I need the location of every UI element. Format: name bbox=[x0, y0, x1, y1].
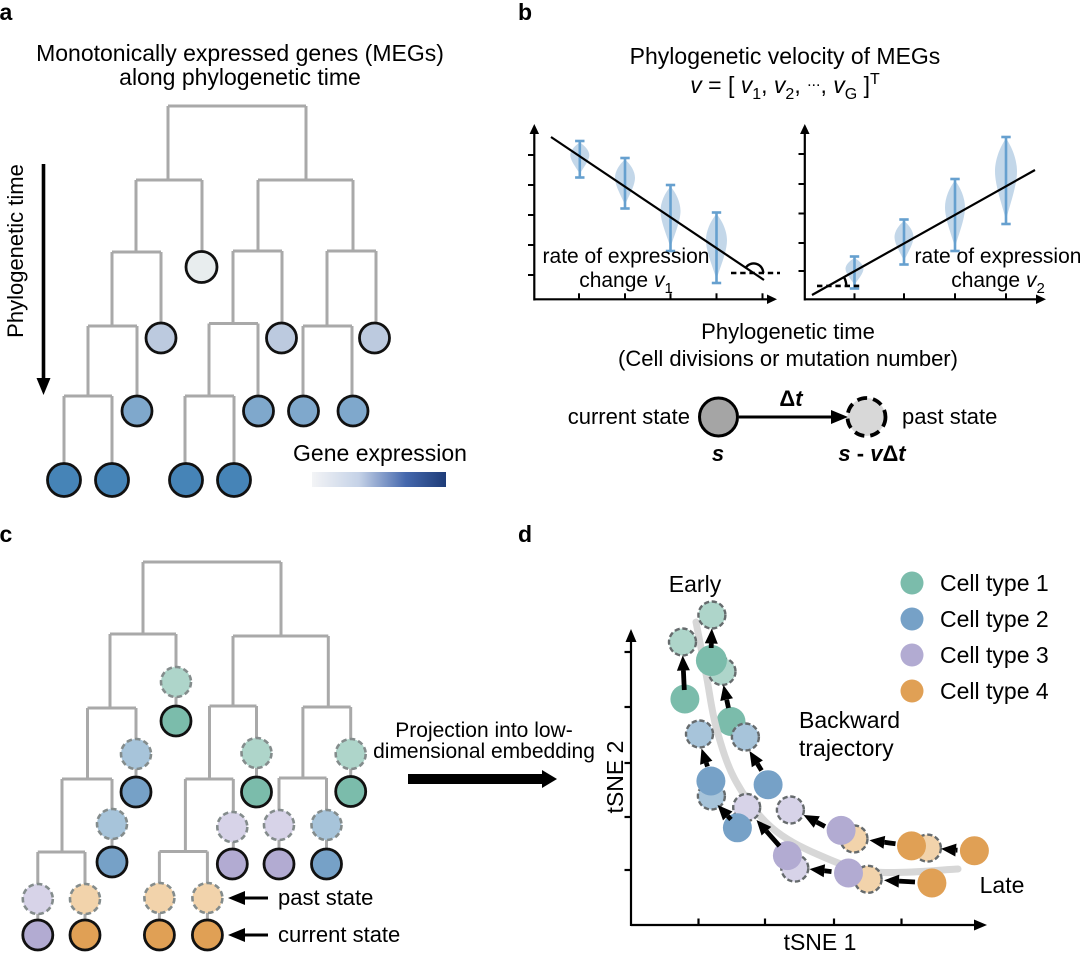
svg-text:dimensional embedding: dimensional embedding bbox=[373, 740, 595, 763]
svg-text:current state: current state bbox=[278, 922, 400, 947]
svg-text:Backward: Backward bbox=[799, 707, 900, 733]
svg-text:Monotonically expressed genes: Monotonically expressed genes (MEGs) bbox=[36, 40, 444, 66]
svg-text:rate of expression: rate of expression bbox=[915, 245, 1080, 268]
svg-text:d: d bbox=[518, 521, 532, 547]
svg-text:Cell type 3: Cell type 3 bbox=[940, 642, 1049, 668]
svg-text:rate of expression: rate of expression bbox=[543, 245, 710, 268]
svg-text:a: a bbox=[0, 0, 13, 25]
svg-text:current state: current state bbox=[568, 404, 690, 429]
svg-text:past state: past state bbox=[278, 885, 373, 910]
svg-text:b: b bbox=[518, 0, 532, 25]
svg-text:Δt: Δt bbox=[779, 386, 804, 411]
svg-text:Cell type 4: Cell type 4 bbox=[940, 678, 1049, 704]
svg-text:c: c bbox=[0, 521, 13, 547]
svg-text:Cell type 2: Cell type 2 bbox=[940, 606, 1049, 632]
svg-text:past state: past state bbox=[902, 404, 997, 429]
svg-text:Projection into low-: Projection into low- bbox=[395, 719, 572, 742]
svg-text:Phylogenetic time: Phylogenetic time bbox=[3, 164, 28, 338]
svg-text:s: s bbox=[712, 441, 724, 466]
svg-text:Phylogenetic time: Phylogenetic time bbox=[701, 319, 875, 344]
svg-text:Late: Late bbox=[980, 872, 1025, 898]
svg-text:s - vΔt: s - vΔt bbox=[838, 441, 907, 466]
svg-text:tSNE 1: tSNE 1 bbox=[784, 929, 857, 955]
svg-text:(Cell divisions or mutation nu: (Cell divisions or mutation number) bbox=[618, 346, 958, 371]
svg-text:Early: Early bbox=[669, 571, 722, 597]
svg-text:along phylogenetic time: along phylogenetic time bbox=[119, 64, 361, 90]
svg-text:Phylogenetic velocity of MEGs: Phylogenetic velocity of MEGs bbox=[630, 43, 941, 69]
svg-text:trajectory: trajectory bbox=[799, 735, 894, 761]
svg-text:Gene expression: Gene expression bbox=[293, 440, 467, 466]
svg-text:Cell type 1: Cell type 1 bbox=[940, 570, 1049, 596]
svg-text:tSNE 2: tSNE 2 bbox=[602, 741, 628, 814]
